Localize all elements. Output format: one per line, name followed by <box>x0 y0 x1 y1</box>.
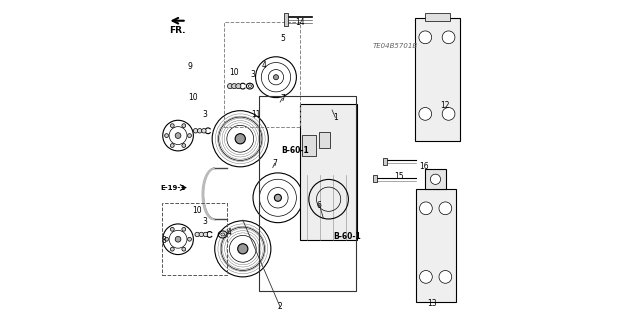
Text: 2: 2 <box>278 302 282 311</box>
Bar <box>259 96 356 291</box>
Circle shape <box>273 75 278 80</box>
Circle shape <box>442 31 455 44</box>
Text: 15: 15 <box>394 172 404 181</box>
Circle shape <box>202 129 206 133</box>
Circle shape <box>204 232 208 237</box>
Bar <box>319 132 330 148</box>
Circle shape <box>164 134 168 137</box>
Circle shape <box>164 237 168 241</box>
Circle shape <box>188 134 191 137</box>
Circle shape <box>419 108 431 120</box>
Bar <box>284 13 288 26</box>
Circle shape <box>188 237 191 241</box>
Text: TE04B5701B: TE04B5701B <box>372 43 417 49</box>
Text: 4: 4 <box>227 228 232 237</box>
Circle shape <box>275 194 282 201</box>
Text: 3: 3 <box>250 70 255 78</box>
Circle shape <box>182 247 186 251</box>
Text: 1: 1 <box>333 113 338 122</box>
Circle shape <box>182 124 186 128</box>
Circle shape <box>236 84 241 89</box>
Bar <box>424 169 446 189</box>
Text: 3: 3 <box>202 110 207 119</box>
Text: 8: 8 <box>162 236 166 245</box>
Circle shape <box>439 202 452 215</box>
Bar <box>373 175 377 182</box>
Text: E-19-1: E-19-1 <box>160 185 185 190</box>
Text: 5: 5 <box>280 34 285 43</box>
Circle shape <box>170 247 174 251</box>
Text: 12: 12 <box>440 101 450 110</box>
Bar <box>424 13 450 21</box>
Circle shape <box>237 244 248 254</box>
Text: 13: 13 <box>428 299 437 308</box>
Bar <box>383 158 387 165</box>
Circle shape <box>170 144 174 147</box>
Circle shape <box>195 232 200 237</box>
Text: 10: 10 <box>193 206 202 215</box>
Text: 10: 10 <box>188 93 198 102</box>
Circle shape <box>199 232 204 237</box>
Text: 16: 16 <box>419 162 429 171</box>
Circle shape <box>198 129 202 133</box>
Circle shape <box>227 84 232 89</box>
Text: 7: 7 <box>272 159 277 168</box>
Text: 14: 14 <box>296 19 305 27</box>
Bar <box>162 203 227 275</box>
Circle shape <box>182 227 186 231</box>
Circle shape <box>439 271 452 283</box>
Circle shape <box>232 84 237 89</box>
Circle shape <box>430 174 440 184</box>
Text: 4: 4 <box>262 61 267 70</box>
Circle shape <box>419 31 431 44</box>
Text: 11: 11 <box>251 110 260 119</box>
Bar <box>300 104 357 240</box>
Text: B-60-1: B-60-1 <box>333 232 361 241</box>
Bar <box>302 135 316 156</box>
Text: 6: 6 <box>317 201 322 210</box>
Text: B-60-1: B-60-1 <box>281 146 309 155</box>
Text: 3: 3 <box>203 217 207 226</box>
Circle shape <box>182 144 186 147</box>
Circle shape <box>235 134 245 144</box>
Circle shape <box>442 108 455 120</box>
Circle shape <box>170 124 174 128</box>
Circle shape <box>420 271 432 283</box>
Bar <box>416 189 456 302</box>
Circle shape <box>175 133 181 138</box>
Text: FR.: FR. <box>169 26 186 35</box>
Text: 7: 7 <box>280 94 285 103</box>
Circle shape <box>193 129 198 133</box>
Bar <box>415 18 460 141</box>
Circle shape <box>420 202 432 215</box>
Text: 10: 10 <box>230 68 239 77</box>
Text: 9: 9 <box>188 63 192 71</box>
Circle shape <box>175 236 181 242</box>
Bar <box>223 22 300 127</box>
Circle shape <box>170 227 174 231</box>
